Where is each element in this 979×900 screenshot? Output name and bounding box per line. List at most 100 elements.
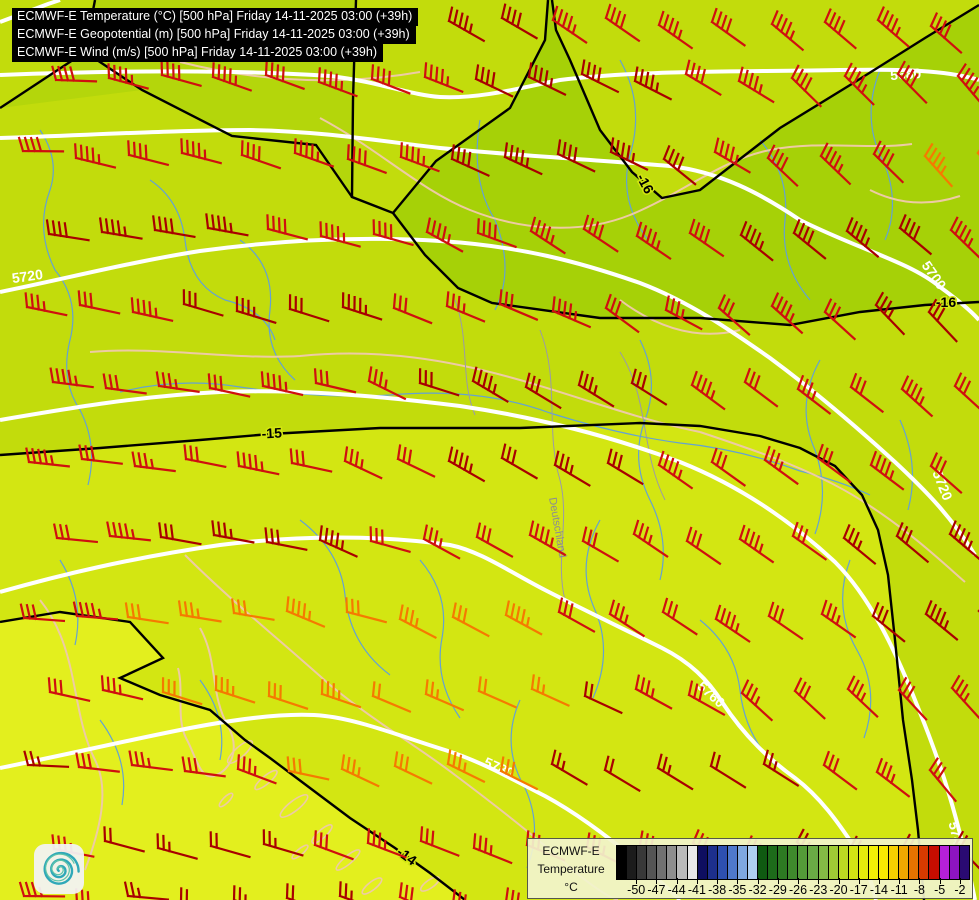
wind-barb: [664, 295, 703, 331]
wind-barb: [929, 12, 963, 55]
legend-tick: [696, 878, 698, 884]
country-border: [39, 599, 104, 871]
logo-background: [34, 844, 84, 894]
wind-barb: [556, 139, 596, 173]
wind-barb: [72, 601, 119, 621]
island-outline: [311, 824, 333, 844]
legend-color-segment: [617, 846, 628, 879]
wind-barb: [474, 64, 514, 98]
wind-barb: [25, 447, 70, 468]
wind-barb: [928, 757, 958, 803]
header-line-wind: ECMWF-E Wind (m/s) [500 hPa] Friday 14-1…: [12, 44, 383, 62]
wind-barb: [500, 443, 539, 480]
wind-barb: [285, 883, 327, 900]
country-borders-layer: [39, 61, 966, 900]
wind-barb: [690, 370, 726, 411]
region-border: [619, 351, 666, 501]
wind-barb: [849, 372, 885, 414]
wind-barb: [24, 292, 68, 317]
river: [585, 519, 605, 699]
wind-barb: [823, 298, 857, 341]
island-outline: [361, 877, 383, 895]
legend-tick-value: -35: [728, 883, 747, 897]
wind-barb: [160, 60, 202, 88]
legend-color-segment: [687, 846, 698, 879]
wind-barb: [528, 520, 567, 557]
temperature-contour: [550, 0, 979, 200]
wind-barb: [874, 291, 906, 336]
legend-color-segment: [697, 846, 708, 879]
wind-barb: [953, 372, 979, 415]
wind-barb: [846, 675, 879, 718]
header-line-geopotential: ECMWF-E Geopotential (m) [500 hPa] Frida…: [12, 26, 416, 44]
country-border: [869, 189, 961, 204]
wind-barb: [320, 679, 362, 709]
wind-barb: [341, 292, 383, 321]
wind-barb: [791, 521, 828, 561]
wind-barb: [181, 756, 226, 778]
wind-barb: [582, 214, 619, 253]
legend-color-segment: [929, 846, 940, 879]
wind-barb: [896, 60, 928, 105]
legend-title: ECMWF-E Temperature °C: [528, 842, 614, 896]
wind-barb: [577, 370, 615, 408]
wind-barb: [927, 298, 958, 343]
wind-barb: [843, 62, 875, 106]
legend-tick: [959, 878, 961, 884]
wind-barb: [739, 220, 774, 262]
wind-barb: [687, 680, 726, 717]
wind-barb: [103, 826, 145, 853]
wind-barb: [399, 142, 440, 173]
wind-barb: [446, 749, 486, 784]
wind-barb: [392, 293, 433, 325]
wind-barb: [156, 833, 198, 860]
wind-barb: [948, 520, 979, 562]
wind-barb: [319, 221, 361, 248]
legend-title-model: ECMWF-E: [542, 844, 600, 858]
wind-barb: [372, 219, 414, 247]
legend-color-segment: [707, 846, 718, 879]
wind-barb: [950, 674, 979, 720]
legend-tick-value: -17: [849, 883, 868, 897]
temperature-contour: [392, 212, 979, 327]
river: [39, 129, 93, 486]
river: [419, 559, 461, 719]
wind-barb: [366, 828, 407, 859]
legend-tick: [757, 878, 759, 884]
wind-barb: [630, 368, 668, 406]
wind-barb: [770, 10, 805, 52]
legend-tick-value: -20: [829, 883, 848, 897]
wind-barb: [75, 752, 120, 773]
wind-barb: [475, 522, 514, 558]
wind-barb: [264, 60, 305, 91]
wind-barb: [790, 64, 823, 108]
wind-barb: [207, 373, 251, 398]
wind-barb: [152, 215, 196, 239]
wind-barb: [447, 446, 486, 483]
wind-barb: [604, 3, 641, 43]
wind-barb: [260, 371, 304, 397]
wind-barb: [897, 676, 928, 721]
wind-barb: [318, 525, 358, 558]
temperature-contour: [0, 610, 466, 900]
legend-color-segment: [788, 846, 799, 879]
wind-barb: [107, 63, 149, 90]
wind-barb: [500, 3, 539, 40]
legend-color-segment: [758, 846, 769, 879]
wind-barb: [266, 214, 309, 241]
legend-color-segment: [949, 846, 960, 879]
wind-barb: [74, 143, 117, 169]
wind-barb: [900, 375, 934, 418]
wind-barb: [842, 523, 877, 565]
wind-barb: [158, 522, 202, 546]
geopotential-contour: [0, 67, 979, 100]
wind-barb: [77, 290, 121, 315]
region-border: [454, 299, 476, 416]
wind-barb: [583, 681, 623, 715]
wind-barb: [603, 755, 641, 793]
wind-barb: [369, 526, 411, 554]
wind-barb: [632, 519, 669, 558]
wind-barb: [530, 674, 570, 707]
river: [638, 339, 664, 581]
wind-barb: [75, 888, 118, 900]
